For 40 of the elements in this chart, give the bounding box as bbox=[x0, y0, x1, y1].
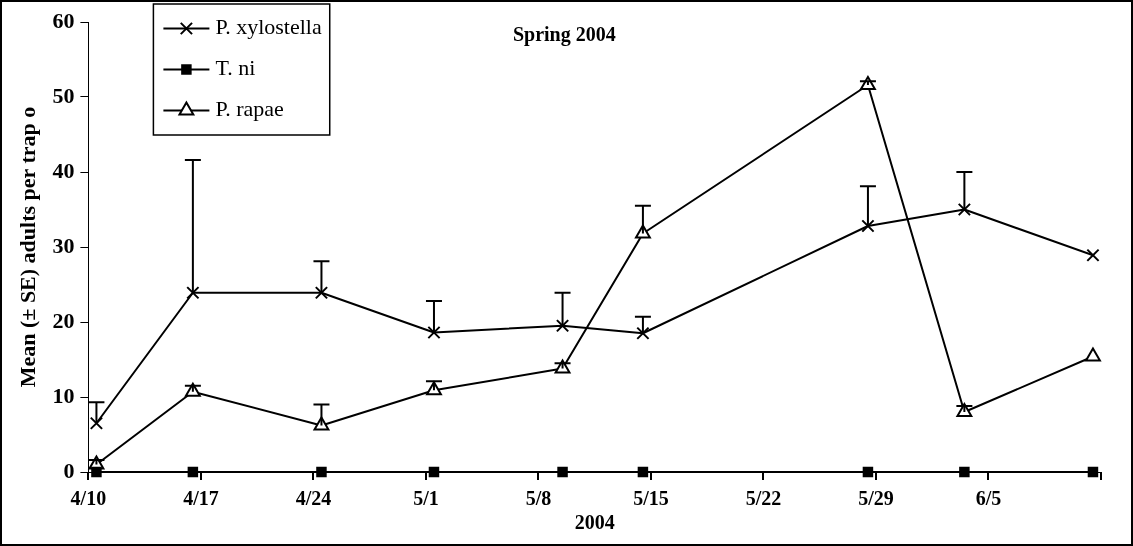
x-tick-label: 5/22 bbox=[745, 487, 782, 510]
x-tick-label: 4/17 bbox=[183, 487, 219, 510]
x-axis-title: 2004 bbox=[574, 511, 615, 534]
point bbox=[637, 466, 649, 478]
chart-title: Spring 2004 bbox=[512, 23, 616, 47]
legend-label: P. xylostella bbox=[215, 14, 322, 40]
legend-label: P. rapae bbox=[215, 96, 284, 122]
y-tick-label: 60 bbox=[52, 7, 75, 33]
x-tick-label: 5/8 bbox=[525, 487, 552, 510]
y-tick-label: 50 bbox=[52, 82, 75, 108]
point bbox=[187, 466, 199, 478]
x-tick-label: 4/24 bbox=[295, 487, 332, 510]
point bbox=[91, 466, 102, 478]
y-tick-label: 30 bbox=[52, 232, 75, 258]
y-tick-label: 40 bbox=[52, 157, 75, 183]
point bbox=[314, 286, 329, 300]
y-tick-label: 0 bbox=[63, 457, 75, 483]
point bbox=[957, 202, 972, 217]
point bbox=[862, 466, 874, 478]
x-tick-label: 5/1 bbox=[413, 487, 439, 510]
point bbox=[1086, 248, 1100, 262]
point bbox=[555, 319, 570, 333]
point bbox=[636, 326, 650, 340]
point bbox=[89, 416, 104, 430]
x-tick-label: 4/10 bbox=[70, 487, 107, 510]
x-tick-label: 5/15 bbox=[633, 487, 669, 510]
point bbox=[959, 466, 970, 478]
point bbox=[316, 466, 327, 478]
point bbox=[1085, 347, 1101, 362]
x-tick-label: 5/29 bbox=[858, 487, 894, 510]
y-axis-title: Mean (± SE) adults per trap o bbox=[14, 106, 40, 388]
point bbox=[428, 466, 440, 478]
y-tick-label: 20 bbox=[52, 307, 75, 333]
point bbox=[557, 466, 568, 478]
x-tick-label: 6/5 bbox=[975, 487, 1002, 510]
y-tick-label: 10 bbox=[52, 382, 75, 408]
point bbox=[427, 325, 441, 340]
legend-label: T. ni bbox=[215, 55, 256, 81]
point bbox=[861, 219, 875, 233]
point bbox=[186, 286, 200, 300]
